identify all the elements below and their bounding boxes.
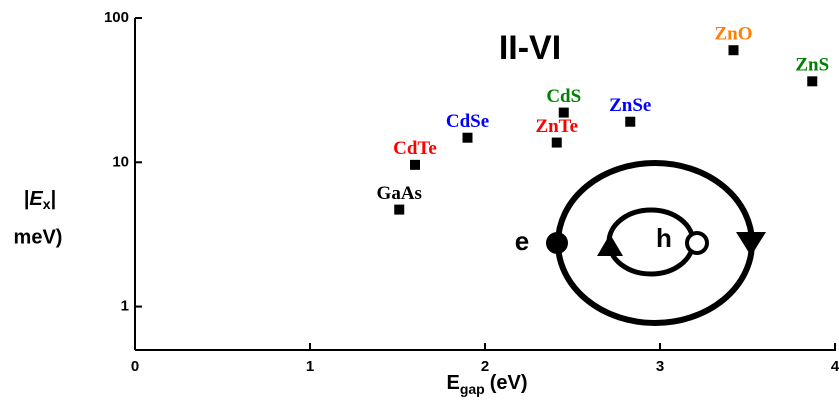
- point: [552, 138, 562, 148]
- annotation: II-VI: [499, 29, 561, 67]
- point-label: CdSe: [446, 111, 489, 132]
- x-tick-label: 0: [131, 358, 139, 375]
- hole-label: h: [656, 223, 672, 253]
- point: [410, 160, 420, 170]
- exciton-diagram: e h: [515, 163, 766, 323]
- x-tick-label: 4: [831, 358, 839, 375]
- hole: [687, 233, 707, 253]
- electron-label: e: [515, 226, 529, 256]
- chart: II-VI |Ex| meV) Egap(eV) e h 0 1 2 3 4 1 10 100…: [0, 0, 839, 404]
- x-tick-label: 3: [656, 358, 664, 375]
- point-label: ZnSe: [609, 95, 651, 116]
- y-tick-label: 1: [121, 298, 129, 315]
- y-tick-label: 10: [112, 153, 129, 170]
- point: [394, 205, 404, 215]
- hole-orbit: [609, 210, 693, 274]
- point-label: ZnTe: [535, 116, 578, 137]
- point-label: ZnS: [795, 55, 829, 76]
- point-label: CdS: [546, 86, 581, 107]
- y-tick-label: 100: [104, 9, 129, 26]
- point: [625, 117, 635, 127]
- point-label: GaAs: [377, 183, 422, 204]
- point: [559, 108, 569, 118]
- arrow: [597, 234, 623, 256]
- point: [729, 45, 739, 55]
- arrow: [736, 232, 766, 256]
- point: [463, 133, 473, 143]
- point-label: ZnO: [714, 24, 752, 45]
- y-label-unit: meV): [14, 226, 63, 248]
- electron-orbit: [558, 163, 752, 323]
- electron: [546, 232, 568, 254]
- point: [807, 76, 817, 86]
- x-tick-label: 2: [481, 358, 489, 375]
- y-label: |Ex|: [24, 188, 56, 211]
- x-tick-label: 1: [306, 358, 314, 375]
- x-label: Egap(eV): [446, 372, 527, 396]
- point-label: CdTe: [393, 138, 437, 159]
